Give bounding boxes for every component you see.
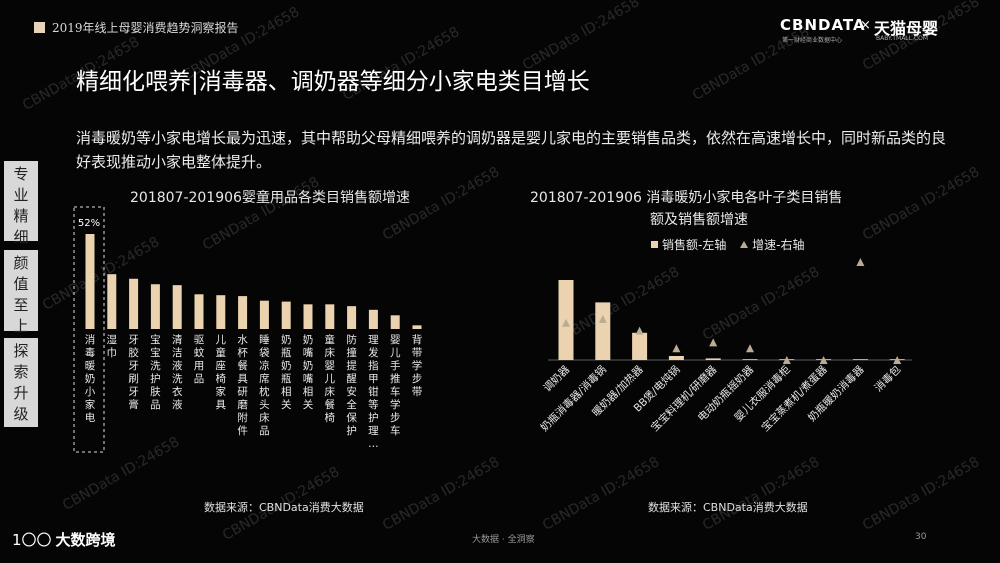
category-label-13: 理发指甲钳等护理… — [368, 334, 379, 450]
watermark: CBNData ID:24658 — [860, 164, 983, 244]
legend-bar-label: 销售额-左轴 — [662, 238, 727, 252]
bar-10 — [303, 304, 313, 329]
growth-marker-6 — [782, 356, 791, 364]
page-number: 30 — [915, 532, 927, 542]
bar-3 — [150, 284, 160, 329]
sales-bar-8 — [852, 359, 868, 360]
category-label-14: 婴儿手推车学步车 — [390, 334, 401, 437]
bar-15 — [412, 325, 422, 329]
chart2-legend: 销售额-左轴 增速-右轴 — [651, 236, 805, 253]
legend-growth-label: 增速-右轴 — [752, 238, 805, 252]
category-label-9: 奶瓶奶瓶相关 — [281, 334, 292, 411]
bar-9 — [281, 301, 291, 329]
header-mark — [34, 22, 45, 33]
summary-text: 消毒暖奶等小家电增长最为迅速，其中帮助父母精细喂养的调奶器是婴儿家电的主要销售品… — [76, 129, 947, 171]
chart1-title: 201807-201906婴童用品各类目销售额增速 — [130, 190, 410, 206]
bar-5 — [194, 294, 204, 329]
watermark: CBNData ID:24658 — [380, 454, 503, 534]
subcategory-label-1: 奶瓶消毒器/消毒锅 — [538, 363, 609, 434]
category-label-1: 湿巾 — [107, 334, 118, 359]
growth-marker-3 — [672, 344, 681, 353]
side-tab-upgrade[interactable]: 探索升级 — [4, 338, 38, 427]
category-label-3: 宝宝洗护肤品 — [150, 333, 161, 411]
category-label-0: 消毒暖奶小家电 — [85, 333, 96, 424]
category-label-11: 童床婴儿床餐椅 — [325, 333, 336, 424]
bar-2 — [129, 278, 139, 329]
chart2-title-line1: 201807-201906 消毒暖奶小家电各叶子类目销售 — [530, 190, 843, 206]
bar-4 — [172, 285, 182, 329]
growth-marker-0 — [562, 318, 570, 327]
bar-8 — [259, 300, 269, 329]
bar-0 — [85, 234, 95, 329]
tmall-baby-logo: 天猫母婴 — [874, 19, 939, 38]
tmall-baby-logo-subtitle: BABY.TMALL.COM — [876, 35, 928, 42]
chart2-source: 数据来源：CBNData消费大数据 — [648, 501, 808, 514]
growth-marker-8 — [856, 258, 865, 266]
growth-marker-7 — [819, 356, 828, 364]
growth-marker-4 — [709, 338, 718, 347]
cbndata-logo-subtitle: 第一财经商业数据中心 — [782, 37, 843, 44]
cbndata-logo: CBNDATA — [780, 16, 866, 34]
footer-logo-mark: 1〇〇 — [12, 531, 52, 549]
bar-1 — [107, 274, 117, 329]
chart2-title-line2: 额及销售额增速 — [650, 212, 748, 228]
highlight-value-label: 52% — [78, 218, 100, 229]
report-title: 2019年线上母婴消费趋势洞察报告 — [52, 21, 239, 35]
sales-bar-3 — [668, 356, 684, 360]
side-tab-label: 颜值至上 — [13, 254, 29, 335]
bar-6 — [216, 295, 226, 329]
side-tab-label: 专业精细 — [13, 165, 29, 246]
category-label-6: 儿童座椅家具 — [216, 334, 227, 411]
chart1-source: 数据来源：CBNData消费大数据 — [204, 501, 364, 514]
sales-bar-4 — [705, 358, 721, 360]
subcategory-label-0: 调奶器 — [541, 363, 572, 394]
footer-logo: 1〇〇 大数跨境 — [12, 529, 116, 550]
chart2-subcategory-sales: 调奶器奶瓶消毒器/消毒锅暖奶器/加热器BB煲/电炖锅宝宝料理机/研磨器电动奶瓶摇… — [538, 258, 912, 434]
category-label-5: 驱蚊用品 — [194, 334, 205, 385]
subcategory-label-9: 消毒包 — [872, 363, 904, 395]
bar-12 — [347, 306, 357, 329]
subcategory-label-7: 宝宝蒸煮机/煮蛋器 — [759, 363, 830, 434]
brand-separator: × — [860, 18, 871, 33]
growth-marker-2 — [635, 326, 644, 335]
category-label-12: 防撞提醒安全保护 — [346, 333, 357, 437]
bar-11 — [325, 304, 335, 329]
category-label-7: 水杯餐具研磨附件 — [237, 334, 248, 437]
bar-7 — [238, 296, 248, 329]
category-label-4: 清洁液洗衣液 — [172, 333, 183, 411]
legend-bar-swatch — [651, 241, 658, 248]
side-tab-professional[interactable]: 专业精细 — [4, 161, 38, 246]
bar-13 — [368, 309, 378, 329]
side-tab-label: 探索升级 — [13, 342, 29, 423]
category-label-10: 奶嘴奶嘴相关 — [303, 334, 314, 411]
sales-bar-1 — [595, 302, 611, 360]
side-tab-appearance[interactable]: 颜值至上 — [4, 250, 38, 335]
category-label-15: 背带学步带 — [412, 333, 423, 398]
category-label-8: 睡袋凉席枕头床品 — [259, 333, 270, 437]
sales-bar-2 — [632, 332, 648, 360]
chart1-category-growth: 52% 消毒暖奶小家电湿巾牙胶牙刷牙膏宝宝洗护肤品清洁液洗衣液驱蚊用品儿童座椅家具… — [73, 206, 423, 453]
growth-marker-1 — [598, 314, 607, 323]
footer-logo-text: 大数跨境 — [55, 531, 116, 549]
growth-marker-9 — [893, 356, 902, 364]
page-title: 精细化喂养|消毒器、调奶器等细分小家电类目增长 — [76, 69, 590, 95]
growth-marker-5 — [746, 344, 754, 353]
footer-slogan: 大数据 · 全洞察 — [472, 535, 535, 545]
bar-14 — [390, 315, 400, 329]
highlight-box — [73, 206, 105, 453]
category-label-2: 牙胶牙刷牙膏 — [128, 334, 139, 411]
legend-triangle-swatch — [740, 241, 749, 248]
subcategory-label-4: 宝宝料理机/研磨器 — [648, 363, 719, 434]
sales-bar-5 — [742, 359, 758, 360]
